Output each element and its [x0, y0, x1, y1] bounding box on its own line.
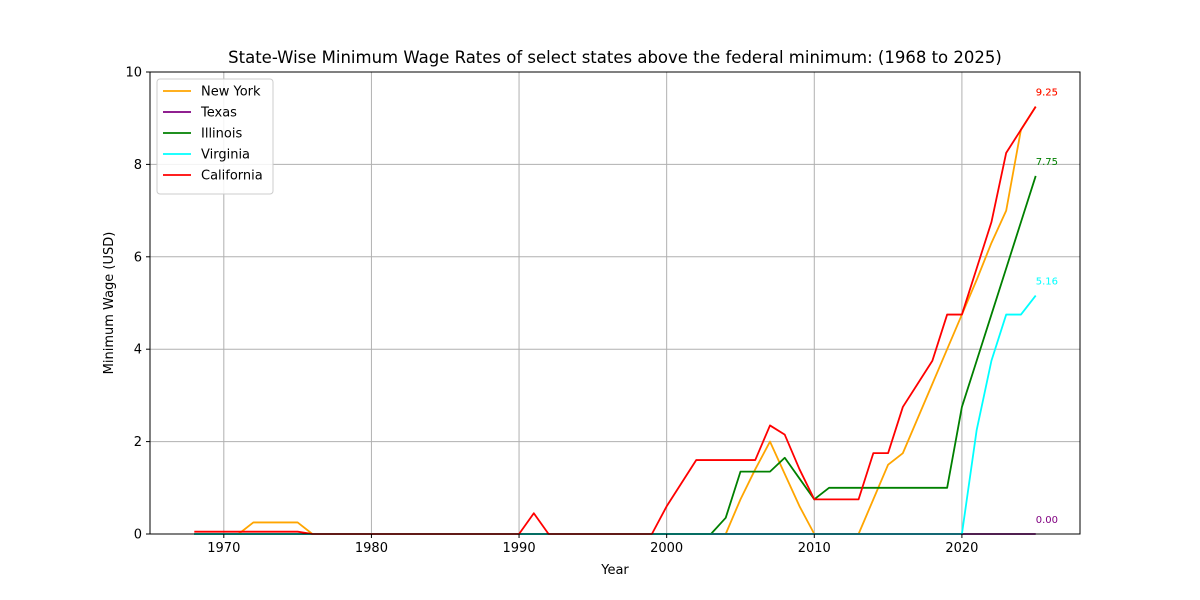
legend-label-california: California: [201, 169, 263, 184]
x-axis-title: Year: [600, 563, 629, 578]
y-tick-label: 8: [134, 158, 142, 173]
legend-label-new-york: New York: [201, 85, 261, 100]
axis-ticks: 1970 1980 1990 2000 2010 2020 0 2 4 6 8 10: [125, 66, 978, 557]
end-label-illinois: 7.75: [1036, 157, 1058, 168]
y-axis-title: Minimum Wage (USD): [102, 232, 117, 375]
y-tick-label: 4: [134, 343, 142, 358]
plot-frame: [149, 71, 1081, 535]
x-tick-label: 1980: [355, 541, 388, 556]
legend: New York Texas Illinois Virginia California: [156, 78, 274, 195]
end-label-virginia: 5.16: [1036, 277, 1058, 288]
legend-label-virginia: Virginia: [201, 148, 250, 163]
end-label-new-york: 9.25: [1036, 88, 1058, 99]
y-tick-label: 0: [134, 528, 142, 543]
chart-title: State-Wise Minimum Wage Rates of select …: [228, 48, 1002, 67]
legend-box: [156, 78, 274, 195]
end-labels: 9.250.007.755.169.25: [1036, 88, 1058, 526]
x-tick-label: 2020: [945, 541, 978, 556]
x-tick-label: 1970: [207, 541, 240, 556]
end-label-texas: 0.00: [1036, 515, 1058, 526]
x-tick-label: 1990: [503, 541, 536, 556]
series-line-illinois: [194, 175, 1037, 535]
x-tick-label: 2010: [798, 541, 831, 556]
legend-label-texas: Texas: [200, 106, 237, 121]
y-tick-label: 10: [125, 66, 142, 81]
x-tick-label: 2000: [650, 541, 683, 556]
legend-label-illinois: Illinois: [201, 127, 242, 142]
y-tick-label: 6: [134, 250, 142, 265]
series-line-california: [194, 106, 1037, 535]
y-tick-label: 2: [134, 435, 142, 450]
end-label-california: 9.25: [1036, 88, 1058, 99]
